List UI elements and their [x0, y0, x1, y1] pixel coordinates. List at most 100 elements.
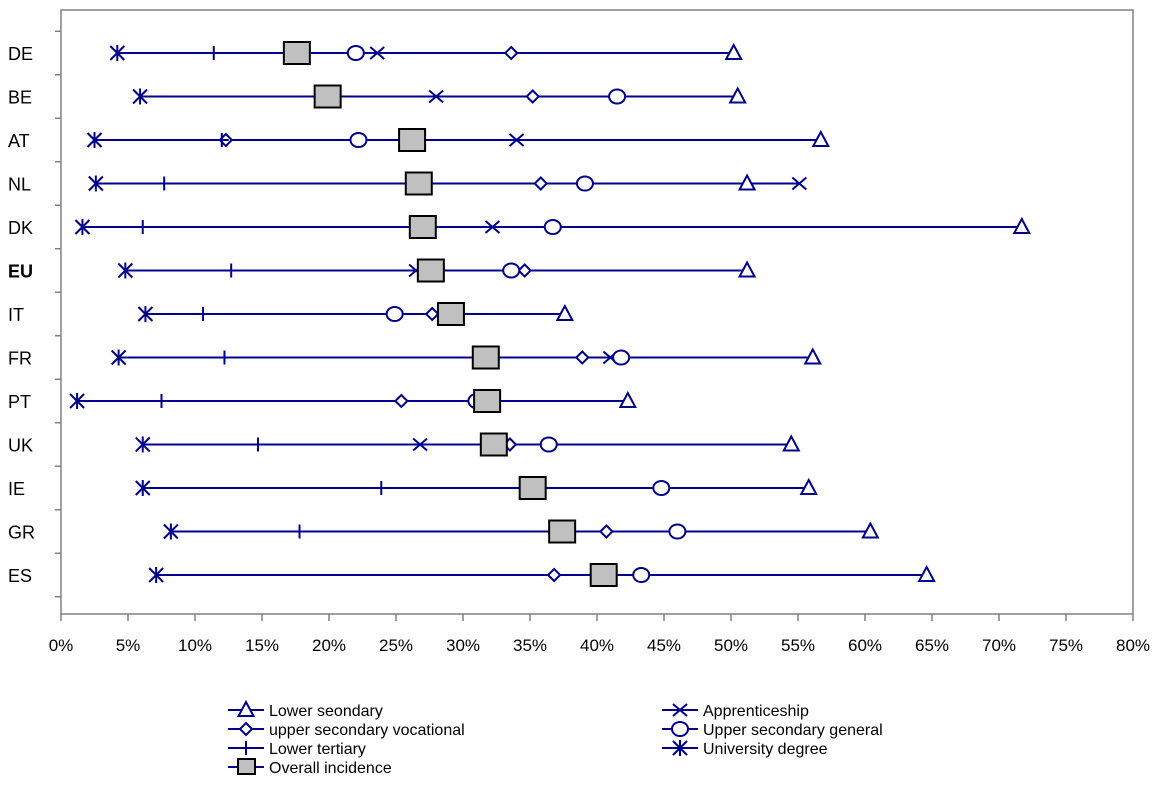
marker-upper-secondary-general-gr — [668, 523, 687, 540]
marker-apprenticeship-dk — [484, 220, 501, 234]
marker-apprenticeship-be — [428, 89, 444, 104]
x-tick-label: 60% — [848, 636, 882, 655]
marker-overall-incidence-uk — [479, 432, 508, 457]
category-label: GR — [8, 523, 35, 543]
marker-upper-secondary-general-it — [385, 306, 404, 322]
legend-item-upper-secondary-vocational: upper secondary vocational — [228, 721, 465, 739]
marker-lower-seondary-eu — [737, 260, 757, 278]
marker-overall-incidence-es — [589, 563, 618, 587]
marker-upper-secondary-vocational-be — [525, 89, 541, 104]
category-label: BE — [8, 88, 32, 108]
marker-university-degree-fr — [110, 349, 127, 366]
category-label: DK — [8, 218, 33, 238]
marker-upper-secondary-vocational-gr — [598, 524, 614, 539]
marker-university-degree-be — [132, 88, 148, 105]
x-tick-label: 75% — [1049, 636, 1083, 655]
marker-university-degree-eu — [117, 262, 134, 279]
marker-lower-seondary-uk — [782, 434, 801, 452]
marker-lower-tertiary-nl — [157, 176, 172, 191]
marker-upper-secondary-general-uk — [539, 436, 558, 453]
marker-lower-tertiary-it — [196, 307, 211, 321]
marker-upper-secondary-general-es — [632, 567, 651, 583]
marker-overall-incidence-dk — [408, 215, 437, 239]
marker-overall-incidence-eu — [416, 258, 445, 283]
marker-upper-secondary-vocational-fr — [574, 350, 590, 365]
marker-lower-tertiary-ie — [374, 481, 389, 495]
legend-label: Lower seondary — [269, 703, 383, 720]
marker-lower-seondary-ie — [799, 477, 818, 495]
marker-lower-tertiary-eu — [224, 263, 239, 278]
marker-apprenticeship-at — [508, 133, 525, 147]
marker-upper-secondary-vocational-nl — [533, 176, 549, 191]
marker-lower-seondary-fr — [803, 347, 822, 365]
legend-label: Upper secondary general — [703, 722, 883, 739]
marker-university-degree-it — [137, 306, 154, 322]
marker-lower-seondary-de — [724, 42, 743, 60]
x-tick-label: 80% — [1116, 636, 1150, 655]
legend-item-upper-secondary-general: Upper secondary general — [662, 721, 883, 739]
legend-label: Overall incidence — [269, 760, 392, 777]
legend-item-university-degree: University degree — [662, 740, 828, 758]
legend-item-lower-seondary: Lower seondary — [228, 699, 383, 720]
x-tick-label: 40% — [580, 636, 614, 655]
x-tick-label: 30% — [446, 636, 480, 655]
legend-label: Apprenticeship — [703, 703, 809, 720]
x-tick-label: 65% — [915, 636, 949, 655]
legend-item-overall-incidence: Overall incidence — [228, 758, 392, 777]
x-tick-label: 5% — [116, 636, 141, 655]
legend-swatch-marker — [237, 758, 256, 775]
marker-university-degree-ie — [135, 480, 151, 496]
y-axis: DE BE AT NL DK EU IT FR PT UK IE GR ES — [8, 30, 61, 598]
marker-overall-incidence-nl — [404, 171, 433, 196]
data-markers — [69, 41, 1031, 587]
marker-lower-seondary-gr — [861, 521, 880, 539]
marker-university-degree-gr — [163, 523, 179, 540]
marker-upper-secondary-vocational-it — [424, 306, 440, 322]
marker-lower-tertiary-uk — [250, 437, 265, 452]
legend-swatch-marker — [672, 703, 688, 717]
marker-lower-seondary-at — [811, 129, 830, 147]
marker-overall-incidence-gr — [548, 519, 577, 544]
x-tick-label: 20% — [312, 636, 346, 655]
legend-label: University degree — [703, 741, 828, 758]
marker-overall-incidence-ie — [518, 476, 547, 500]
category-label: DE — [8, 44, 33, 64]
legend-swatch-marker — [236, 699, 256, 717]
x-tick-label: 0% — [49, 636, 74, 655]
category-label: AT — [8, 131, 30, 151]
marker-upper-secondary-general-ie — [652, 480, 671, 496]
marker-lower-tertiary-dk — [135, 220, 150, 234]
marker-university-degree-de — [109, 45, 125, 61]
marker-upper-secondary-vocational-de — [503, 45, 519, 61]
category-label: NL — [8, 175, 31, 195]
category-label: UK — [8, 436, 33, 456]
marker-upper-secondary-general-nl — [575, 175, 594, 192]
x-axis: 0% 5% 10% 15% 20% 25% 30% 35% 40% 45% 50% 55% 60% 65%… — [49, 614, 1150, 655]
category-label: FR — [8, 349, 32, 369]
marker-upper-secondary-vocational-pt — [393, 393, 409, 409]
x-tick-label: 55% — [781, 636, 815, 655]
legend-label: Lower tertiary — [269, 741, 366, 758]
marker-lower-tertiary-fr — [217, 350, 232, 365]
marker-overall-incidence-at — [398, 128, 427, 152]
marker-lower-seondary-it — [555, 303, 575, 321]
x-tick-label: 50% — [714, 636, 748, 655]
legend-swatch-marker — [672, 740, 688, 756]
marker-upper-secondary-general-fr — [612, 349, 631, 366]
marker-apprenticeship-de — [369, 46, 385, 60]
x-tick-label: 35% — [513, 636, 547, 655]
marker-overall-incidence-pt — [473, 389, 502, 413]
marker-upper-secondary-general-at — [349, 132, 368, 148]
marker-lower-seondary-pt — [618, 390, 637, 408]
legend-swatch-marker — [671, 721, 689, 737]
marker-lower-seondary-dk — [1012, 216, 1031, 234]
marker-upper-secondary-vocational-eu — [517, 263, 533, 278]
x-tick-label: 25% — [379, 636, 413, 655]
marker-upper-secondary-vocational-es — [546, 567, 562, 583]
category-label: ES — [8, 566, 32, 586]
marker-lower-tertiary-de — [206, 46, 221, 60]
x-tick-label: 45% — [647, 636, 681, 655]
marker-lower-seondary-be — [728, 86, 747, 104]
legend: Lower seondary Apprenticeship upper second… — [228, 699, 883, 777]
marker-university-degree-pt — [69, 393, 85, 409]
